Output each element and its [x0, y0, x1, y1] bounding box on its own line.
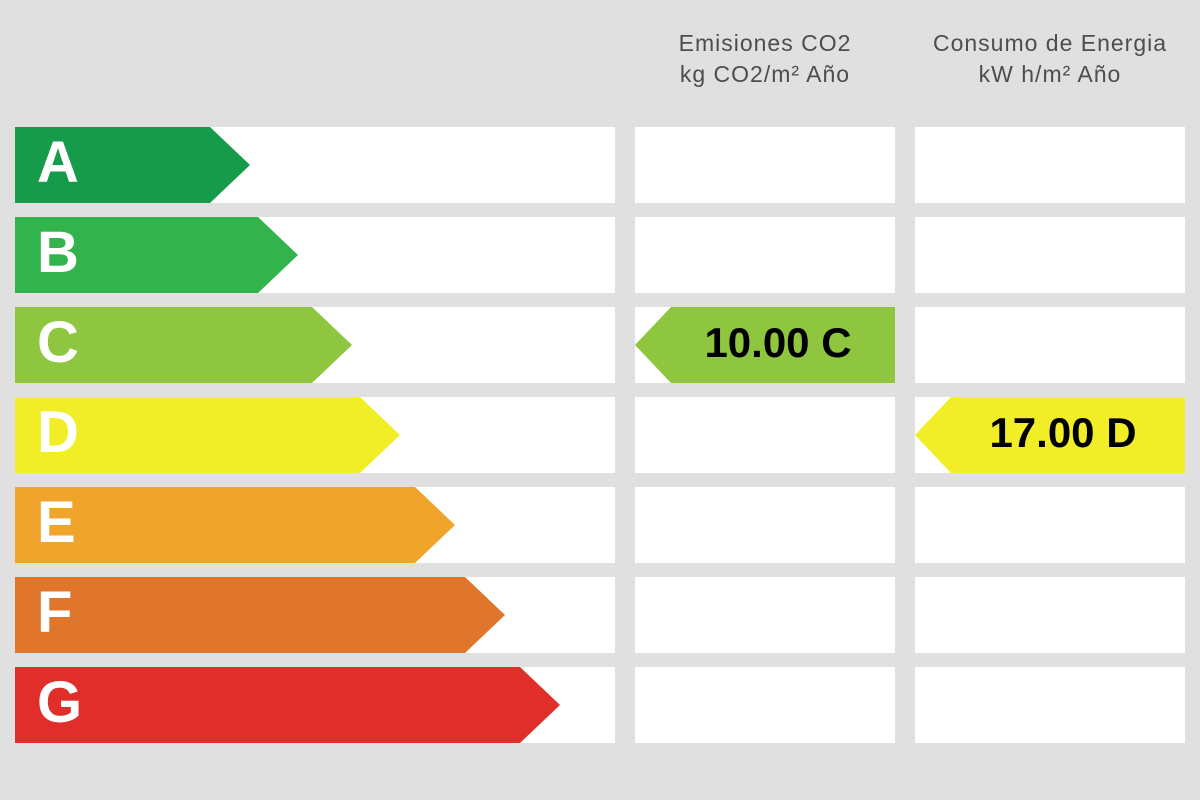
rating-row-c: C 10.00 C: [15, 307, 1185, 383]
rating-bar-f: F: [15, 577, 505, 653]
energy-cell-e: [915, 487, 1185, 563]
co2-cell-d: [635, 397, 895, 473]
co2-column-title: Emisiones CO2: [678, 30, 852, 56]
rating-letter-b: B: [37, 220, 79, 285]
rating-letter-d: D: [37, 400, 79, 465]
energy-column-subtitle: kW h/m² Año: [978, 61, 1122, 87]
rating-row-e: E: [15, 487, 1185, 563]
rating-bar-e: E: [15, 487, 455, 563]
rating-rows: A B C 10.00 C: [15, 127, 1185, 757]
rating-row-b: B: [15, 217, 1185, 293]
energy-cell-c: [915, 307, 1185, 383]
co2-indicator-arrow: 10.00 C: [635, 307, 895, 383]
co2-cell-e: [635, 487, 895, 563]
rating-row-g: G: [15, 667, 1185, 743]
co2-cell-a: [635, 127, 895, 203]
co2-cell-b: [635, 217, 895, 293]
rating-track-a: A: [15, 127, 615, 203]
rating-letter-g: G: [37, 670, 83, 735]
rating-track-b: B: [15, 217, 615, 293]
rating-letter-f: F: [37, 580, 73, 645]
energy-indicator-arrow: 17.00 D: [915, 397, 1185, 473]
energy-cell-b: [915, 217, 1185, 293]
rating-bar-g: G: [15, 667, 560, 743]
rating-track-g: G: [15, 667, 615, 743]
rating-track-c: C: [15, 307, 615, 383]
rating-bar-c: C: [15, 307, 352, 383]
co2-cell-f: [635, 577, 895, 653]
rating-track-d: D: [15, 397, 615, 473]
rating-bar-d: D: [15, 397, 400, 473]
energy-indicator-value: 17.00 D: [989, 409, 1137, 456]
energy-cell-g: [915, 667, 1185, 743]
rating-letter-e: E: [37, 490, 76, 555]
rating-bar-b: B: [15, 217, 298, 293]
rating-track-f: F: [15, 577, 615, 653]
co2-cell-c: 10.00 C: [635, 307, 895, 383]
co2-indicator-value: 10.00 C: [704, 319, 852, 366]
co2-column-header: Emisiones CO2 kg CO2/m² Año: [625, 28, 905, 90]
energy-cell-f: [915, 577, 1185, 653]
rating-bar-a: A: [15, 127, 250, 203]
energy-cell-d: 17.00 D: [915, 397, 1185, 473]
energy-column-header: Consumo de Energia kW h/m² Año: [905, 28, 1195, 90]
co2-column-subtitle: kg CO2/m² Año: [679, 61, 851, 87]
rating-row-d: D 17.00 D: [15, 397, 1185, 473]
rating-track-e: E: [15, 487, 615, 563]
rating-letter-c: C: [37, 310, 79, 375]
rating-row-f: F: [15, 577, 1185, 653]
co2-cell-g: [635, 667, 895, 743]
rating-letter-a: A: [37, 130, 79, 195]
energy-column-title: Consumo de Energia: [932, 30, 1168, 56]
rating-row-a: A: [15, 127, 1185, 203]
energy-cell-a: [915, 127, 1185, 203]
